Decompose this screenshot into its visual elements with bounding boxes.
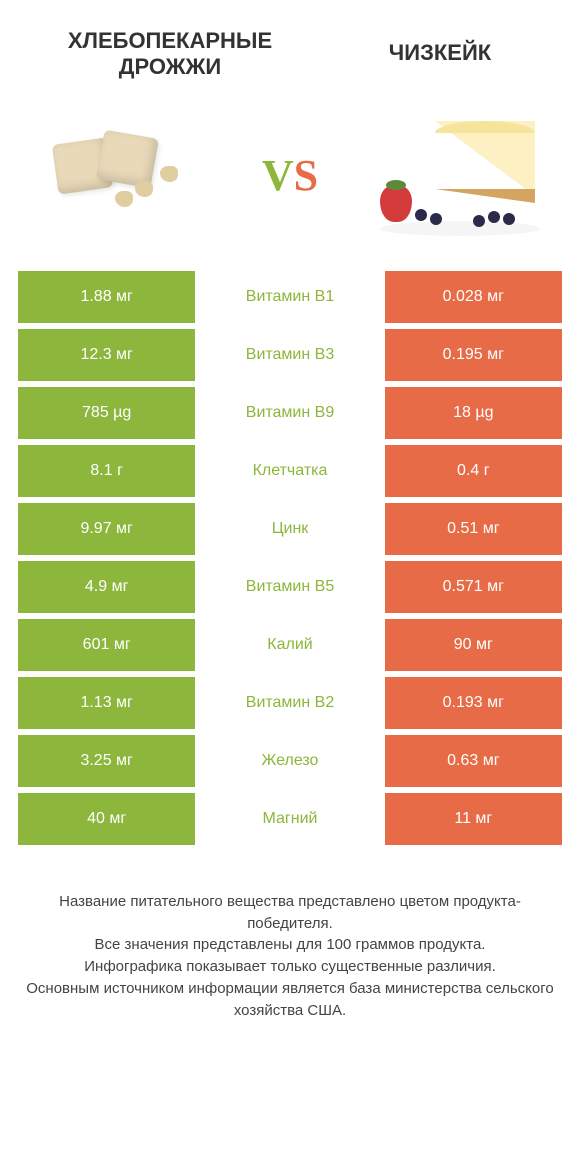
left-value-cell: 40 мг xyxy=(18,793,195,845)
left-value-cell: 8.1 г xyxy=(18,445,195,497)
table-row: 9.97 мгЦинк0.51 мг xyxy=(18,503,562,555)
nutrient-table: 1.88 мгВитамин B10.028 мг12.3 мгВитамин … xyxy=(0,271,580,845)
right-value-cell: 0.195 мг xyxy=(385,329,562,381)
table-row: 1.88 мгВитамин B10.028 мг xyxy=(18,271,562,323)
right-product-title: ЧИЗКЕЙК xyxy=(340,28,540,66)
right-value-cell: 0.193 мг xyxy=(385,677,562,729)
right-value-cell: 0.51 мг xyxy=(385,503,562,555)
nutrient-label-cell: Магний xyxy=(201,793,378,845)
nutrient-label-cell: Цинк xyxy=(201,503,378,555)
nutrient-label-cell: Клетчатка xyxy=(201,445,378,497)
table-row: 40 мгМагний11 мг xyxy=(18,793,562,845)
table-row: 785 µgВитамин B918 µg xyxy=(18,387,562,439)
left-value-cell: 4.9 мг xyxy=(18,561,195,613)
nutrient-label-cell: Железо xyxy=(201,735,378,787)
footer-line1: Название питательного вещества представл… xyxy=(24,891,556,935)
left-product-title: ХЛЕБОПЕКАРНЫЕ ДРОЖЖИ xyxy=(40,28,300,81)
nutrient-label-cell: Витамин B2 xyxy=(201,677,378,729)
right-value-cell: 18 µg xyxy=(385,387,562,439)
nutrient-label-cell: Витамин B9 xyxy=(201,387,378,439)
left-value-cell: 12.3 мг xyxy=(18,329,195,381)
table-row: 12.3 мгВитамин B30.195 мг xyxy=(18,329,562,381)
nutrient-label-cell: Калий xyxy=(201,619,378,671)
header: ХЛЕБОПЕКАРНЫЕ ДРОЖЖИ ЧИЗКЕЙК xyxy=(0,0,580,91)
right-value-cell: 11 мг xyxy=(385,793,562,845)
product-images-row: VS xyxy=(0,91,580,271)
left-value-cell: 601 мг xyxy=(18,619,195,671)
table-row: 4.9 мгВитамин B50.571 мг xyxy=(18,561,562,613)
footer-line3: Инфографика показывает только существенн… xyxy=(24,956,556,978)
nutrient-label-cell: Витамин B1 xyxy=(201,271,378,323)
table-row: 8.1 гКлетчатка0.4 г xyxy=(18,445,562,497)
left-value-cell: 785 µg xyxy=(18,387,195,439)
left-value-cell: 9.97 мг xyxy=(18,503,195,555)
left-value-cell: 1.13 мг xyxy=(18,677,195,729)
nutrient-label-cell: Витамин B3 xyxy=(201,329,378,381)
vs-label: VS xyxy=(262,150,318,201)
table-row: 601 мгКалий90 мг xyxy=(18,619,562,671)
right-value-cell: 0.571 мг xyxy=(385,561,562,613)
footer-notes: Название питательного вещества представл… xyxy=(0,851,580,1022)
cheesecake-image xyxy=(370,111,550,241)
footer-line4: Основным источником информации является … xyxy=(24,978,556,1022)
right-value-cell: 0.4 г xyxy=(385,445,562,497)
nutrient-label-cell: Витамин B5 xyxy=(201,561,378,613)
yeast-image xyxy=(30,111,210,241)
table-row: 1.13 мгВитамин B20.193 мг xyxy=(18,677,562,729)
left-value-cell: 3.25 мг xyxy=(18,735,195,787)
table-row: 3.25 мгЖелезо0.63 мг xyxy=(18,735,562,787)
left-value-cell: 1.88 мг xyxy=(18,271,195,323)
right-value-cell: 0.63 мг xyxy=(385,735,562,787)
left-title-line2: ДРОЖЖИ xyxy=(40,54,300,80)
right-value-cell: 0.028 мг xyxy=(385,271,562,323)
vs-s: S xyxy=(294,151,318,200)
vs-v: V xyxy=(262,151,294,200)
footer-line2: Все значения представлены для 100 граммо… xyxy=(24,934,556,956)
left-title-line1: ХЛЕБОПЕКАРНЫЕ xyxy=(40,28,300,54)
right-value-cell: 90 мг xyxy=(385,619,562,671)
